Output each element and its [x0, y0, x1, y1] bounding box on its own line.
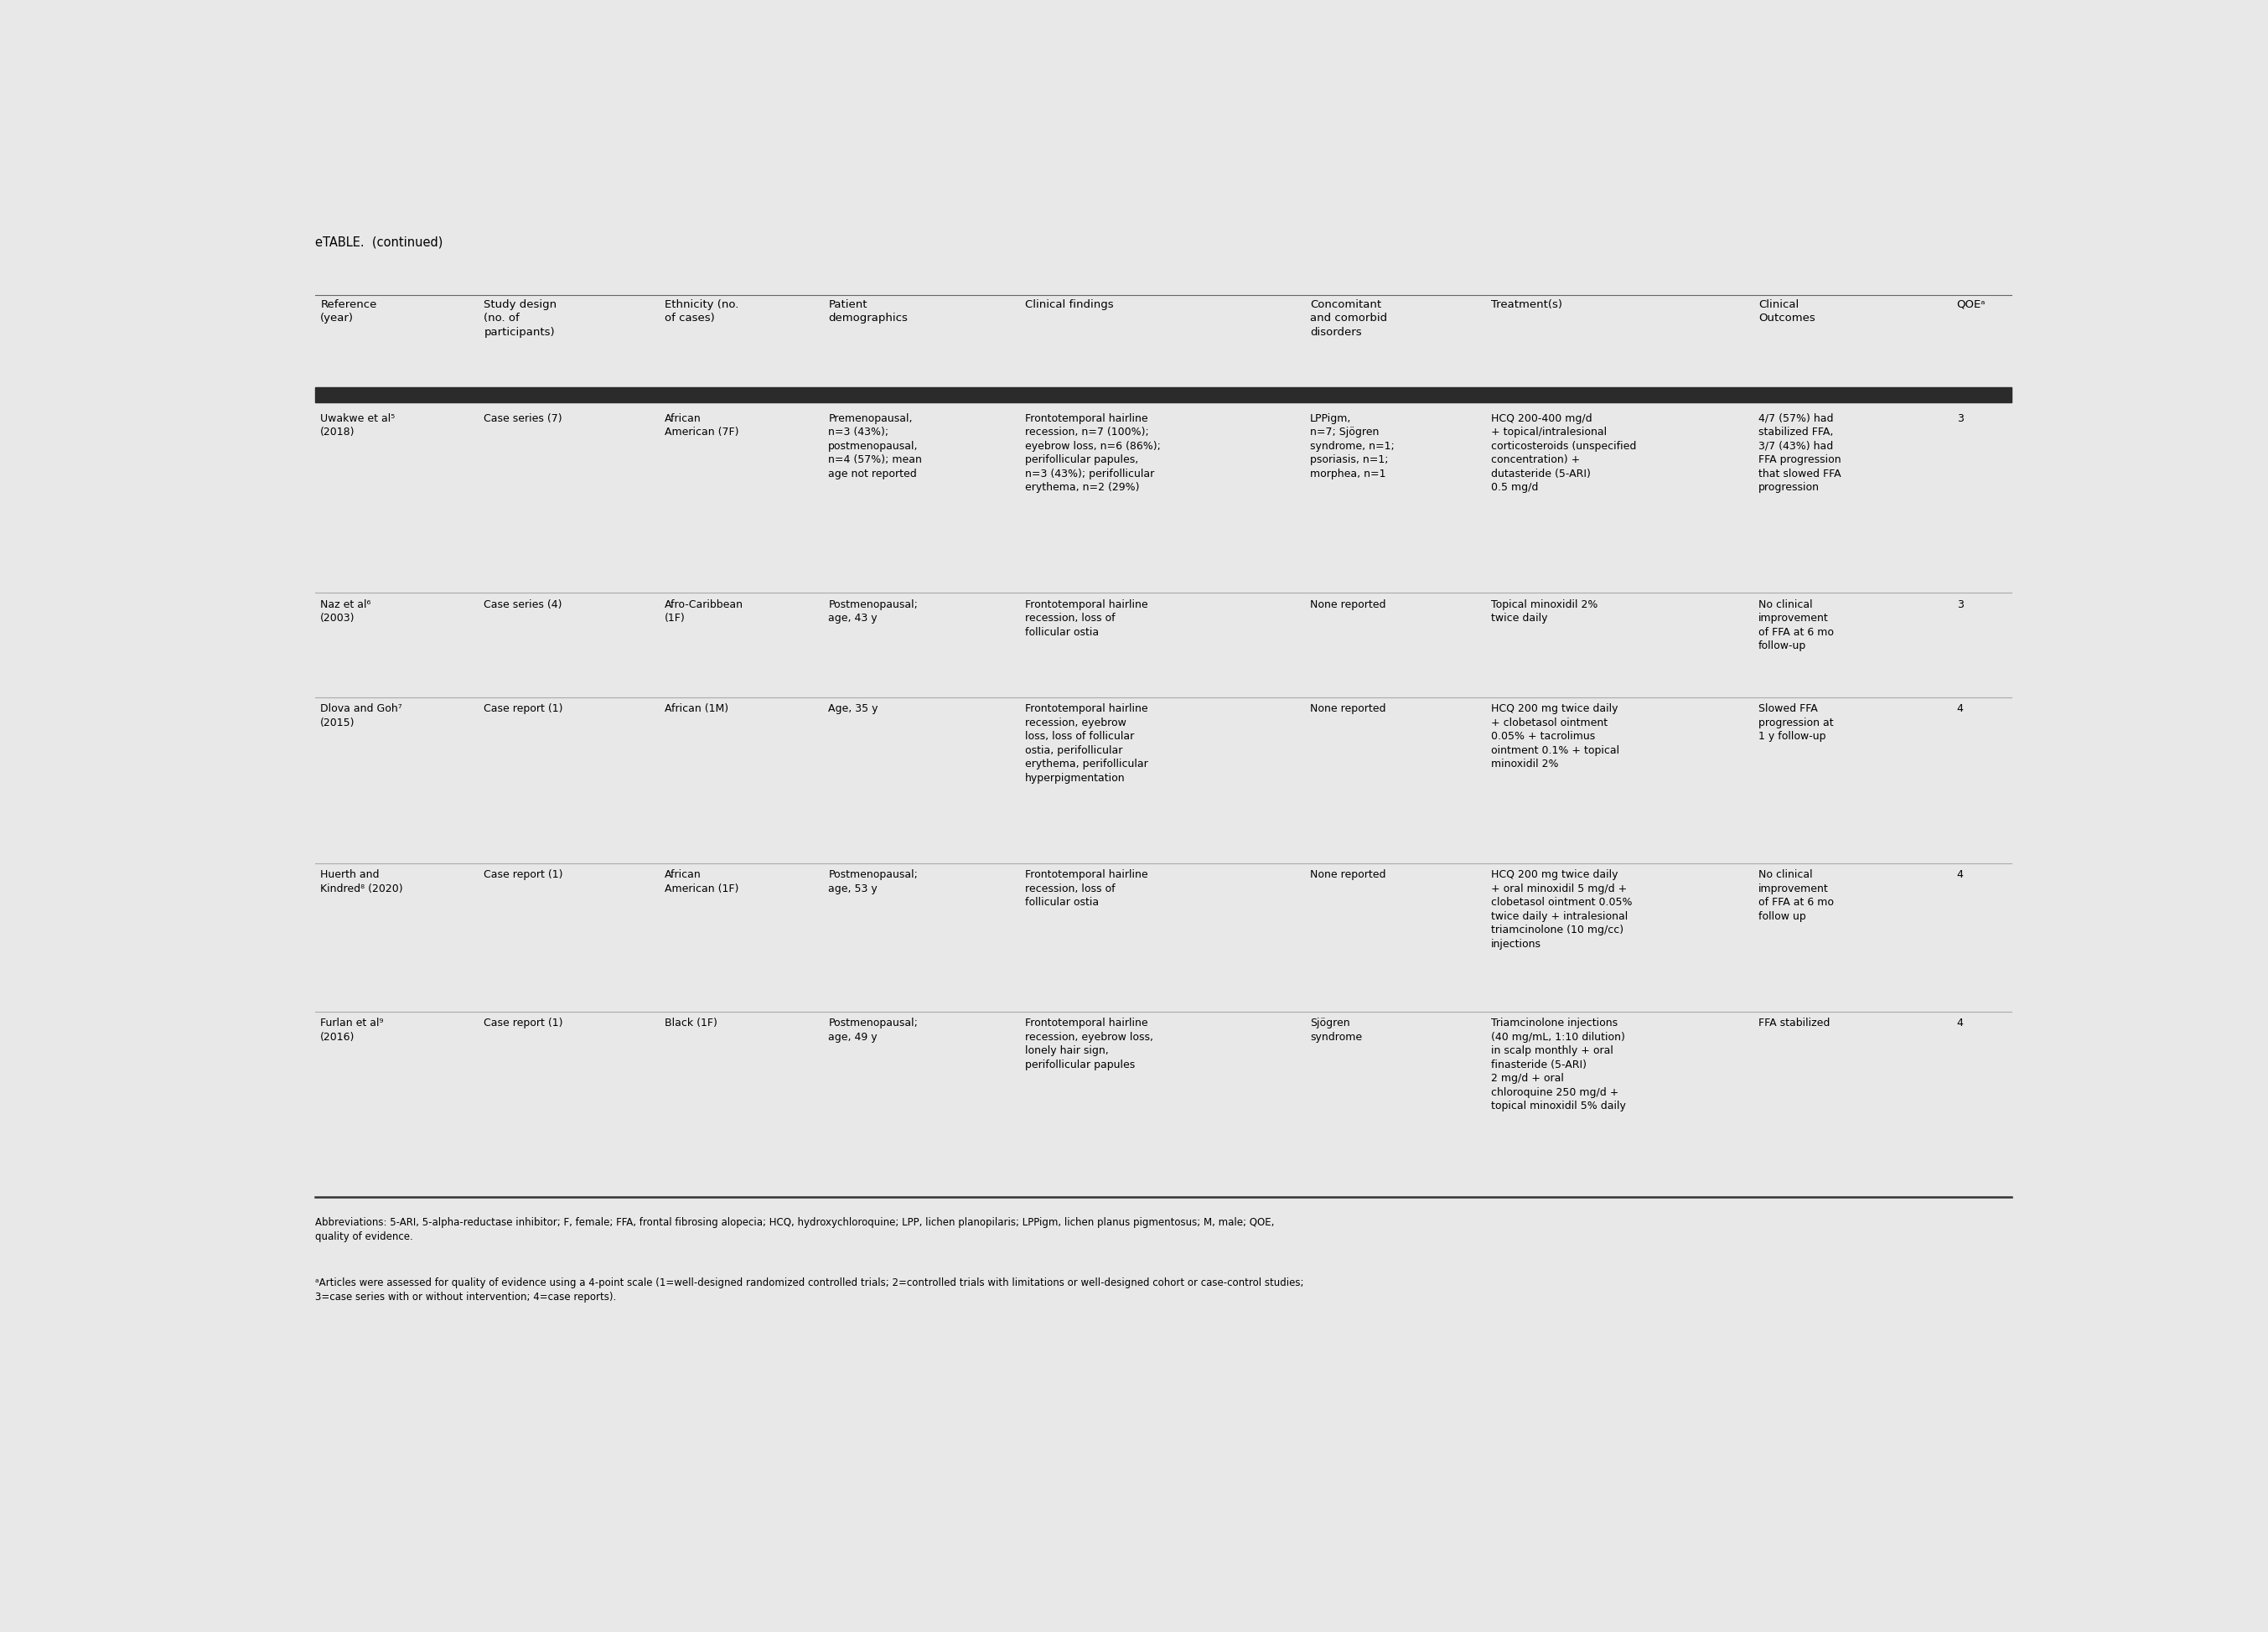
Text: Patient
demographics: Patient demographics	[828, 299, 907, 323]
Text: HCQ 200-400 mg/d
+ topical/intralesional
corticosteroids (unspecified
concentrat: HCQ 200-400 mg/d + topical/intralesional…	[1490, 413, 1635, 493]
Text: HCQ 200 mg twice daily
+ oral minoxidil 5 mg/d +
clobetasol ointment 0.05%
twice: HCQ 200 mg twice daily + oral minoxidil …	[1490, 870, 1633, 950]
Text: Frontotemporal hairline
recession, eyebrow
loss, loss of follicular
ostia, perif: Frontotemporal hairline recession, eyebr…	[1025, 703, 1148, 783]
Text: Postmenopausal;
age, 53 y: Postmenopausal; age, 53 y	[828, 870, 919, 894]
Text: Clinical findings: Clinical findings	[1025, 299, 1114, 310]
Text: Case report (1): Case report (1)	[483, 703, 562, 715]
Text: Uwakwe et al⁵
(2018): Uwakwe et al⁵ (2018)	[320, 413, 395, 437]
Text: African
American (1F): African American (1F)	[665, 870, 739, 894]
Text: Postmenopausal;
age, 49 y: Postmenopausal; age, 49 y	[828, 1018, 919, 1043]
Text: No clinical
improvement
of FFA at 6 mo
follow-up: No clinical improvement of FFA at 6 mo f…	[1758, 599, 1833, 651]
Text: None reported: None reported	[1311, 703, 1386, 715]
Text: ᵃArticles were assessed for quality of evidence using a 4-point scale (1=well-de: ᵃArticles were assessed for quality of e…	[315, 1278, 1304, 1302]
Text: Dlova and Goh⁷
(2015): Dlova and Goh⁷ (2015)	[320, 703, 401, 728]
Text: Clinical
Outcomes: Clinical Outcomes	[1758, 299, 1814, 323]
Text: Case report (1): Case report (1)	[483, 1018, 562, 1028]
Text: Naz et al⁶
(2003): Naz et al⁶ (2003)	[320, 599, 372, 623]
Text: 4: 4	[1957, 870, 1964, 880]
Text: Slowed FFA
progression at
1 y follow-up: Slowed FFA progression at 1 y follow-up	[1758, 703, 1833, 743]
Text: HCQ 200 mg twice daily
+ clobetasol ointment
0.05% + tacrolimus
ointment 0.1% + : HCQ 200 mg twice daily + clobetasol oint…	[1490, 703, 1619, 770]
Text: FFA stabilized: FFA stabilized	[1758, 1018, 1830, 1028]
Text: African
American (7F): African American (7F)	[665, 413, 739, 437]
Text: Frontotemporal hairline
recession, eyebrow loss,
lonely hair sign,
perifollicula: Frontotemporal hairline recession, eyebr…	[1025, 1018, 1154, 1071]
Text: African (1M): African (1M)	[665, 703, 728, 715]
Text: No clinical
improvement
of FFA at 6 mo
follow up: No clinical improvement of FFA at 6 mo f…	[1758, 870, 1833, 922]
Text: Abbreviations: 5-ARI, 5-alpha-reductase inhibitor; F, female; FFA, frontal fibro: Abbreviations: 5-ARI, 5-alpha-reductase …	[315, 1217, 1275, 1242]
Text: Black (1F): Black (1F)	[665, 1018, 717, 1028]
Text: Sjögren
syndrome: Sjögren syndrome	[1311, 1018, 1363, 1043]
Text: Case report (1): Case report (1)	[483, 870, 562, 880]
Text: Concomitant
and comorbid
disorders: Concomitant and comorbid disorders	[1311, 299, 1388, 338]
Text: Huerth and
Kindred⁸ (2020): Huerth and Kindred⁸ (2020)	[320, 870, 404, 894]
Text: Ethnicity (no.
of cases): Ethnicity (no. of cases)	[665, 299, 739, 323]
Text: None reported: None reported	[1311, 599, 1386, 610]
Text: Triamcinolone injections
(40 mg/mL, 1:10 dilution)
in scalp monthly + oral
finas: Triamcinolone injections (40 mg/mL, 1:10…	[1490, 1018, 1626, 1111]
Text: Study design
(no. of
participants): Study design (no. of participants)	[483, 299, 558, 338]
Text: Reference
(year): Reference (year)	[320, 299, 376, 323]
Text: Treatment(s): Treatment(s)	[1490, 299, 1563, 310]
Text: Frontotemporal hairline
recession, n=7 (100%);
eyebrow loss, n=6 (86%);
perifoll: Frontotemporal hairline recession, n=7 (…	[1025, 413, 1161, 493]
Text: Furlan et al⁹
(2016): Furlan et al⁹ (2016)	[320, 1018, 383, 1043]
Text: Case series (7): Case series (7)	[483, 413, 562, 424]
Text: Afro-Caribbean
(1F): Afro-Caribbean (1F)	[665, 599, 744, 623]
Bar	[315, 387, 2012, 401]
Text: 4: 4	[1957, 703, 1964, 715]
Text: 4: 4	[1957, 1018, 1964, 1028]
Text: None reported: None reported	[1311, 870, 1386, 880]
Text: QOEᵃ: QOEᵃ	[1957, 299, 1987, 310]
Text: Case series (4): Case series (4)	[483, 599, 562, 610]
Text: LPPigm,
n=7; Sjögren
syndrome, n=1;
psoriasis, n=1;
morphea, n=1: LPPigm, n=7; Sjögren syndrome, n=1; psor…	[1311, 413, 1395, 480]
Text: Frontotemporal hairline
recession, loss of
follicular ostia: Frontotemporal hairline recession, loss …	[1025, 870, 1148, 907]
Text: 3: 3	[1957, 599, 1964, 610]
Text: Topical minoxidil 2%
twice daily: Topical minoxidil 2% twice daily	[1490, 599, 1597, 623]
Text: 4/7 (57%) had
stabilized FFA,
3/7 (43%) had
FFA progression
that slowed FFA
prog: 4/7 (57%) had stabilized FFA, 3/7 (43%) …	[1758, 413, 1842, 493]
Text: 3: 3	[1957, 413, 1964, 424]
Text: Postmenopausal;
age, 43 y: Postmenopausal; age, 43 y	[828, 599, 919, 623]
Text: Age, 35 y: Age, 35 y	[828, 703, 878, 715]
Text: eTABLE.  (continued): eTABLE. (continued)	[315, 237, 442, 248]
Text: Frontotemporal hairline
recession, loss of
follicular ostia: Frontotemporal hairline recession, loss …	[1025, 599, 1148, 638]
Text: Premenopausal,
n=3 (43%);
postmenopausal,
n=4 (57%); mean
age not reported: Premenopausal, n=3 (43%); postmenopausal…	[828, 413, 923, 480]
